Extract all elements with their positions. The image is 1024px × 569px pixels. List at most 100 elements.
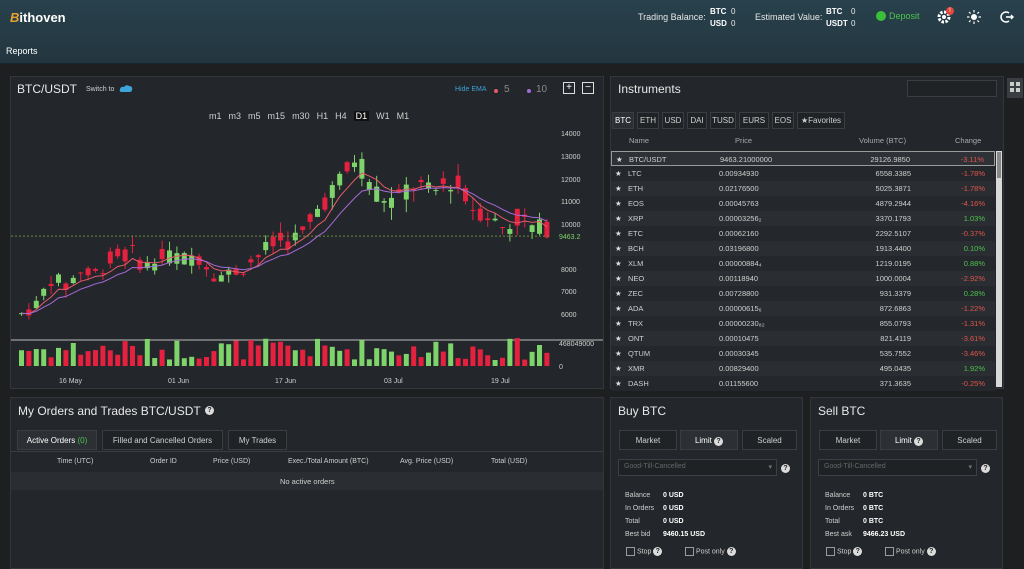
favorite-star-icon[interactable]: ★ <box>615 379 622 388</box>
ema-long-value[interactable]: 10 <box>536 84 548 95</box>
post-only-help-icon[interactable]: ? <box>726 547 736 557</box>
sell-post-only-toggle[interactable]: Post only ? <box>885 547 936 557</box>
favorite-star-icon[interactable]: ★ <box>615 244 622 253</box>
zoom-in-button[interactable]: + <box>563 82 575 94</box>
post-only-checkbox[interactable] <box>685 547 694 556</box>
timeframe-m3[interactable]: m3 <box>228 111 242 121</box>
instrument-tab-tusd[interactable]: TUSD <box>710 112 736 129</box>
settings-gear-icon[interactable] <box>936 9 952 25</box>
post-only-checkbox[interactable] <box>885 547 894 556</box>
sell-tab-scaled[interactable]: Scaled <box>942 430 997 450</box>
theme-sun-icon[interactable] <box>967 10 981 24</box>
limit-help-icon[interactable]: ? <box>914 437 924 446</box>
sell-tab-market[interactable]: Market <box>819 430 877 450</box>
sell-time-in-force-select[interactable]: Good-Till-Cancelled ▾ <box>818 459 977 476</box>
instrument-tab-favorites[interactable]: ★Favorites <box>797 112 845 129</box>
instrument-row[interactable]: ★ XLM 0.00000884₄ 1219.0195 0.88% <box>611 256 995 271</box>
buy-time-in-force-select[interactable]: Good-Till-Cancelled ▾ <box>618 459 777 476</box>
buy-stop-toggle[interactable]: Stop ? <box>626 547 663 557</box>
favorite-star-icon[interactable]: ★ <box>615 334 622 343</box>
tab-active-orders[interactable]: Active Orders (0) <box>17 430 97 450</box>
col-change-header[interactable]: Change <box>955 136 982 145</box>
tab-filled-cancelled[interactable]: Filled and Cancelled Orders <box>102 430 223 450</box>
limit-help-icon[interactable]: ? <box>714 437 724 446</box>
instruments-search-input[interactable] <box>907 80 997 97</box>
favorite-star-icon[interactable]: ★ <box>616 155 623 164</box>
instruments-scrollbar[interactable] <box>996 151 1002 387</box>
instrument-tab-eth[interactable]: ETH <box>637 112 659 129</box>
buy-post-only-toggle[interactable]: Post only ? <box>685 547 736 557</box>
candlestick-chart[interactable]: 14000 13000 12000 11000 10000 8000 7000 6000 468… <box>11 102 603 388</box>
instrument-row[interactable]: ★ ONT 0.00010475 821.4119 -3.61% <box>611 331 995 346</box>
instrument-row[interactable]: ★ TRX 0.00000230₈₂ 855.0793 -1.31% <box>611 316 995 331</box>
col-volume-header[interactable]: Volume (BTC) <box>859 136 907 145</box>
instruments-scrollbar-thumb[interactable] <box>997 152 1001 178</box>
instrument-row[interactable]: ★ QTUM 0.00030345 535.7552 -3.46% <box>611 346 995 361</box>
instrument-tab-usd[interactable]: USD <box>662 112 684 129</box>
tab-my-trades[interactable]: My Trades <box>228 430 287 450</box>
favorite-star-icon[interactable]: ★ <box>615 184 622 193</box>
switch-to-label[interactable]: Switch to <box>86 86 115 93</box>
buy-tab-scaled[interactable]: Scaled <box>742 430 797 450</box>
instrument-tab-eos[interactable]: EOS <box>772 112 794 129</box>
instrument-row[interactable]: ★ LTC 0.00934930 6558.3385 -1.78% <box>611 166 995 181</box>
orders-help-icon[interactable]: ? <box>205 406 214 415</box>
sell-tab-limit[interactable]: Limit ? <box>880 430 938 450</box>
instrument-row[interactable]: ★ EOS 0.00045763 4879.2944 -4.16% <box>611 196 995 211</box>
favorite-star-icon[interactable]: ★ <box>615 349 622 358</box>
buy-tab-market[interactable]: Market <box>619 430 677 450</box>
instrument-row[interactable]: ★ XMR 0.00829400 495.0435 1.92% <box>611 361 995 376</box>
post-only-help-icon[interactable]: ? <box>926 547 936 557</box>
favorite-star-icon[interactable]: ★ <box>615 259 622 268</box>
buy-select-help-icon[interactable]: ? <box>781 464 790 473</box>
instrument-row[interactable]: ★ DASH 0.01155600 371.3635 -0.25% <box>611 376 995 391</box>
ema-short-value[interactable]: 5 <box>504 84 510 95</box>
instrument-row[interactable]: ★ BTC/USDT 9463.21000000 29126.9850 -3.11% <box>611 151 995 166</box>
sell-select-help-icon[interactable]: ? <box>981 464 990 473</box>
brand-logo[interactable]: Bithoven <box>10 10 66 25</box>
timeframe-m15[interactable]: m15 <box>267 111 286 121</box>
timeframe-H1[interactable]: H1 <box>316 111 329 121</box>
instrument-row[interactable]: ★ ETC 0.00062160 2292.5107 -0.37% <box>611 226 995 241</box>
stop-help-icon[interactable]: ? <box>853 547 863 557</box>
col-name-header[interactable]: Name <box>629 136 650 145</box>
favorite-star-icon[interactable]: ★ <box>615 169 622 178</box>
instrument-row[interactable]: ★ ETH 0.02176500 5025.3871 -1.78% <box>611 181 995 196</box>
switch-chart-cloud-icon[interactable] <box>119 84 134 94</box>
favorite-star-icon[interactable]: ★ <box>615 199 622 208</box>
timeframe-m30[interactable]: m30 <box>292 111 310 121</box>
instrument-tab-btc[interactable]: BTC <box>612 112 634 129</box>
instrument-row[interactable]: ★ XRP 0.00003256₂ 3370.1793 1.03% <box>611 211 995 226</box>
timeframe-H4[interactable]: H4 <box>335 111 347 121</box>
stop-checkbox[interactable] <box>626 547 635 556</box>
favorite-star-icon[interactable]: ★ <box>615 364 622 373</box>
timeframe-D1[interactable]: D1 <box>353 111 370 121</box>
zoom-out-button[interactable]: − <box>582 82 594 94</box>
favorite-star-icon[interactable]: ★ <box>615 274 622 283</box>
sell-stop-toggle[interactable]: Stop ? <box>826 547 863 557</box>
stop-checkbox[interactable] <box>826 547 835 556</box>
instrument-row[interactable]: ★ ADA 0.00000615₆ 872.6863 -1.22% <box>611 301 995 316</box>
timeframe-W1[interactable]: W1 <box>376 111 390 121</box>
instrument-tab-eurs[interactable]: EURS <box>739 112 769 129</box>
instrument-row[interactable]: ★ ZEC 0.00728800 931.3379 0.28% <box>611 286 995 301</box>
favorite-star-icon[interactable]: ★ <box>615 319 622 328</box>
favorite-star-icon[interactable]: ★ <box>615 214 622 223</box>
nav-reports-link[interactable]: Reports <box>6 46 38 56</box>
favorite-star-icon[interactable]: ★ <box>615 289 622 298</box>
col-price-header[interactable]: Price <box>735 136 753 145</box>
logout-icon[interactable] <box>1000 10 1014 24</box>
instrument-row[interactable]: ★ BCH 0.03196800 1913.4400 0.10% <box>611 241 995 256</box>
layout-grid-button[interactable] <box>1007 78 1023 98</box>
deposit-button[interactable]: Deposit <box>876 11 920 21</box>
favorite-star-icon[interactable]: ★ <box>615 304 622 313</box>
timeframe-m5[interactable]: m5 <box>248 111 261 121</box>
hide-ema-link[interactable]: Hide EMA <box>455 86 487 93</box>
buy-tab-limit[interactable]: Limit ? <box>680 430 738 450</box>
instrument-row[interactable]: ★ NEO 0.00118940 1000.0004 -2.92% <box>611 271 995 286</box>
stop-help-icon[interactable]: ? <box>653 547 663 557</box>
timeframe-m1[interactable]: m1 <box>209 111 222 121</box>
instrument-tab-dai[interactable]: DAI <box>687 112 707 129</box>
favorite-star-icon[interactable]: ★ <box>615 229 622 238</box>
timeframe-M1[interactable]: M1 <box>396 111 410 121</box>
